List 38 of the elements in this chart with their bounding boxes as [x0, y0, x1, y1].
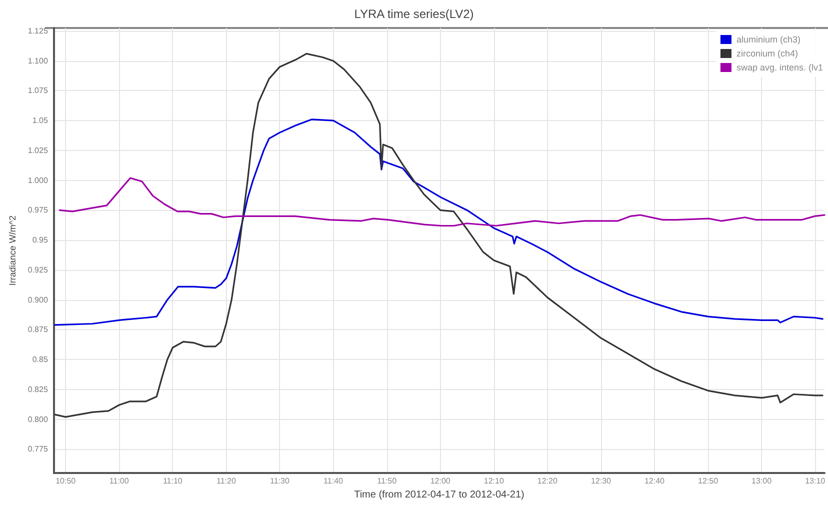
y-tick-label: 1.05 [32, 116, 48, 126]
x-tick-label: 12:10 [484, 476, 504, 486]
y-tick-label: 1.075 [28, 86, 48, 96]
x-tick-label: 13:10 [805, 476, 826, 486]
x-tick-label: 11:20 [216, 476, 236, 486]
x-tick-label: 12:30 [590, 476, 612, 486]
y-tick-label: 1.025 [28, 146, 48, 155]
y-tick-label: 0.800 [28, 414, 48, 424]
line-series [54, 118, 824, 326]
legend-label: aluminium (ch3) [736, 34, 800, 44]
legend-label: zirconium (ch4) [736, 48, 798, 58]
x-tick-label: 10:50 [56, 476, 76, 486]
y-tick-label: 0.875 [28, 325, 48, 334]
y-tick-label: 1.125 [28, 26, 48, 36]
x-tick-label: 11:30 [270, 476, 290, 486]
x-tick-label: 12:00 [430, 476, 451, 486]
x-tick-label: 11:40 [324, 476, 344, 486]
x-tick-label: 12:40 [644, 476, 666, 486]
y-tick-label: 0.825 [28, 384, 48, 394]
line-series [58, 177, 826, 227]
x-tick-label: 11:10 [162, 476, 183, 486]
y-tick-label: 0.975 [28, 206, 48, 215]
y-tick-label: 1.000 [28, 176, 48, 185]
chart-title: LYRA time series(LV2) [354, 7, 474, 21]
y-tick-label: 1.100 [28, 56, 48, 66]
y-tick-label: 0.95 [32, 236, 48, 245]
legend-label: swap avg. intens. (lv1 [736, 62, 824, 72]
y-tick-label: 0.775 [28, 444, 48, 454]
y-tick-label: 0.925 [28, 265, 48, 274]
x-tick-label: 12:20 [537, 476, 558, 486]
y-tick-label: 0.85 [32, 355, 48, 364]
x-tick-label: 11:00 [109, 476, 130, 486]
x-tick-label: 12:50 [698, 476, 719, 486]
y-tick-label: 0.900 [28, 295, 48, 304]
x-tick-label: 11:50 [377, 476, 398, 486]
x-axis-title: Time (from 2012-04-17 to 2012-04-21) [354, 490, 524, 500]
x-tick-label: 13:00 [752, 476, 772, 486]
y-axis-title: Irradiance W/m^2 [8, 215, 18, 286]
